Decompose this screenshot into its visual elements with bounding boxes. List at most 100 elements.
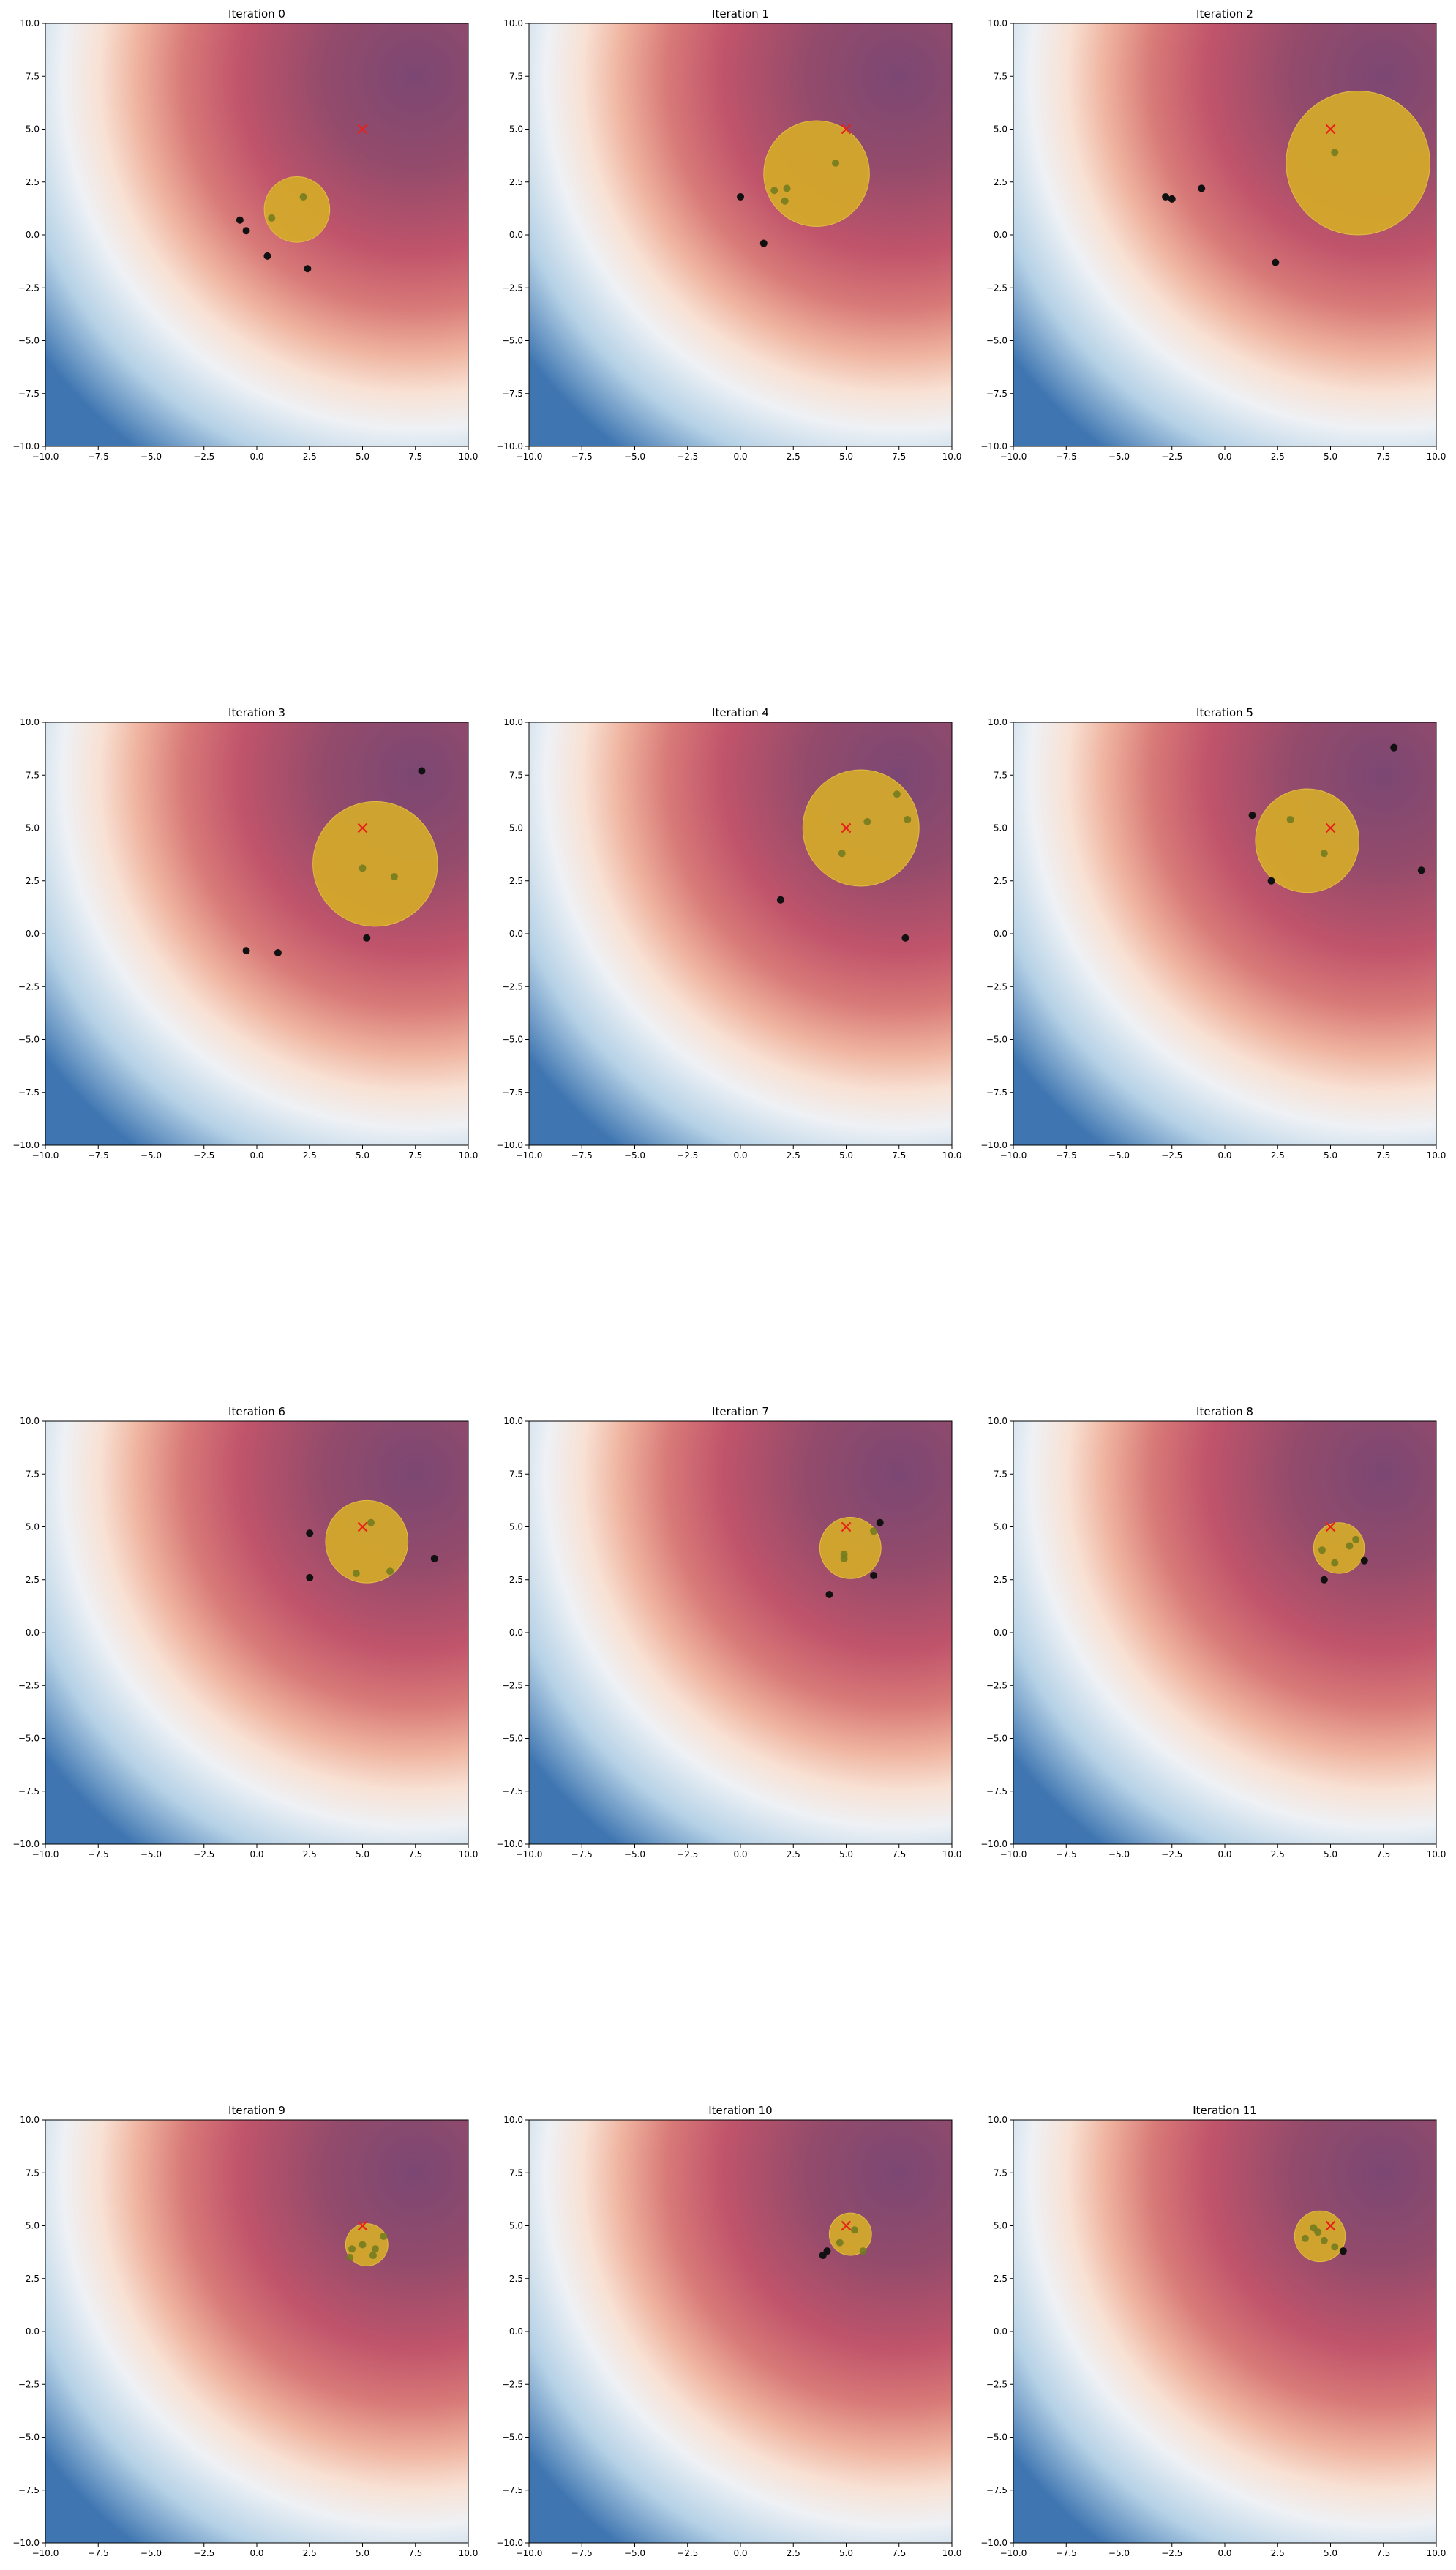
sample-point <box>306 1529 314 1537</box>
target-marker <box>357 823 368 833</box>
sample-point <box>430 1554 438 1562</box>
x-tick-label: 10.0 <box>459 1150 479 1161</box>
heatmap-background <box>529 23 952 446</box>
y-tick-label: 2.5 <box>26 177 40 187</box>
x-tick-label: −10.0 <box>516 1150 543 1161</box>
y-tick-label: −2.5 <box>18 2379 40 2389</box>
y-tick-label: 0.0 <box>509 2326 523 2337</box>
y-tick-label: 2.5 <box>509 177 523 187</box>
y-tick-label: 0.0 <box>26 230 40 240</box>
x-tick-label: 10.0 <box>942 1150 962 1161</box>
x-tick-label: −7.5 <box>88 1849 109 1859</box>
x-tick-label: −7.5 <box>88 2548 109 2558</box>
sample-point <box>306 1573 314 1581</box>
y-tick-label: 0.0 <box>26 1627 40 1638</box>
y-tick-label: 5.0 <box>509 2221 523 2231</box>
y-tick-label: 5.0 <box>26 823 40 833</box>
sample-point <box>863 817 871 825</box>
y-tick-label: 10.0 <box>503 717 523 727</box>
sample-point <box>893 790 901 798</box>
x-tick-label: 10.0 <box>942 2548 962 2558</box>
sample-point <box>1272 258 1280 266</box>
x-tick-label: −5.0 <box>1108 1150 1130 1161</box>
y-tick-label: 0.0 <box>509 230 523 240</box>
x-tick-label: −2.5 <box>1161 1849 1182 1859</box>
subplot-title: Iteration 2 <box>1196 7 1253 20</box>
x-tick-label: 2.5 <box>303 1150 317 1161</box>
y-tick-label: −10.0 <box>496 1839 523 1849</box>
y-tick-label: −5.0 <box>18 1035 40 1045</box>
x-tick-label: −10.0 <box>1000 452 1027 462</box>
subplot-3: −10.0 −7.5 −5.0 −2.5 0.0 2.5 5.0 7.5 10.0 −10.0 −7… <box>12 706 478 1161</box>
sample-point <box>369 2251 377 2259</box>
heatmap-background <box>45 1421 468 1844</box>
x-tick-label: −10.0 <box>516 2548 543 2558</box>
x-tick-label: −2.5 <box>1161 2548 1182 2558</box>
y-tick-label: 10.0 <box>20 1416 40 1426</box>
y-tick-label: −7.5 <box>986 389 1007 399</box>
x-tick-label: −7.5 <box>1056 452 1077 462</box>
sample-point <box>1286 815 1294 823</box>
y-tick-label: −10.0 <box>980 1140 1007 1150</box>
y-tick-label: −10.0 <box>980 2538 1007 2548</box>
sample-point <box>236 216 244 224</box>
sample-point <box>901 934 909 942</box>
sample-point <box>823 2247 831 2255</box>
x-tick-label: 10.0 <box>459 452 479 462</box>
x-tick-label: 0.0 <box>249 1150 263 1161</box>
y-tick-label: −10.0 <box>496 441 523 452</box>
y-tick-label: 0.0 <box>994 1627 1007 1638</box>
x-tick-label: −7.5 <box>88 452 109 462</box>
x-tick-label: 0.0 <box>249 2548 263 2558</box>
y-tick-label: −5.0 <box>502 1734 523 1744</box>
y-tick-label: 5.0 <box>509 124 523 135</box>
y-tick-label: 10.0 <box>503 1416 523 1426</box>
y-tick-label: 0.0 <box>994 929 1007 939</box>
subplot-title: Iteration 8 <box>1196 1405 1253 1418</box>
y-tick-label: −10.0 <box>980 1839 1007 1849</box>
y-tick-label: 2.5 <box>26 876 40 886</box>
x-tick-label: 5.0 <box>1324 2548 1337 2558</box>
x-tick-label: 7.5 <box>1376 1150 1390 1161</box>
x-tick-label: 7.5 <box>1376 2548 1390 2558</box>
subplot-1: −10.0 −7.5 −5.0 −2.5 0.0 2.5 5.0 7.5 10.0 −10.0 −7… <box>496 7 961 462</box>
subplot-0: −10.0 −7.5 −5.0 −2.5 0.0 2.5 5.0 7.5 10.0 −10.0 −7… <box>12 7 478 462</box>
subplot-7: −10.0 −7.5 −5.0 −2.5 0.0 2.5 5.0 7.5 10.0 −10.0 −7… <box>496 1405 961 1859</box>
x-tick-label: −7.5 <box>571 452 593 462</box>
sample-point <box>870 1571 878 1579</box>
x-tick-label: −5.0 <box>140 2548 162 2558</box>
sample-point <box>1331 1559 1339 1567</box>
target-marker <box>841 1521 852 1532</box>
heatmap-background <box>45 2120 468 2543</box>
sample-point <box>781 197 789 205</box>
y-tick-label: 0.0 <box>994 2326 1007 2337</box>
x-tick-label: 5.0 <box>1324 1849 1337 1859</box>
y-tick-label: −2.5 <box>18 981 40 992</box>
y-tick-label: −2.5 <box>986 1680 1007 1690</box>
subplot-2: −10.0 −7.5 −5.0 −2.5 0.0 2.5 5.0 7.5 10.0 −10.0 −7… <box>980 7 1446 462</box>
target-marker <box>1325 1521 1336 1532</box>
sample-point <box>832 159 840 167</box>
y-tick-label: 7.5 <box>509 71 523 81</box>
x-tick-label: −5.0 <box>140 1849 162 1859</box>
y-tick-label: 10.0 <box>988 2115 1007 2125</box>
x-tick-label: 7.5 <box>892 452 906 462</box>
x-tick-label: −5.0 <box>624 452 645 462</box>
y-tick-label: 7.5 <box>26 71 40 81</box>
y-tick-label: 7.5 <box>26 2168 40 2178</box>
x-tick-label: 5.0 <box>356 452 369 462</box>
y-tick-label: 2.5 <box>994 1575 1007 1585</box>
y-tick-label: 2.5 <box>994 177 1007 187</box>
sample-point <box>1339 2247 1347 2255</box>
y-tick-label: 7.5 <box>509 2168 523 2178</box>
trust-region-circle <box>1313 1522 1365 1574</box>
target-marker <box>841 823 852 833</box>
y-tick-label: −2.5 <box>18 282 40 293</box>
y-tick-label: 7.5 <box>994 71 1007 81</box>
x-tick-label: 2.5 <box>1271 2548 1285 2558</box>
sample-point <box>274 949 282 957</box>
x-tick-label: −5.0 <box>1108 2548 1130 2558</box>
y-tick-label: 7.5 <box>26 770 40 780</box>
y-tick-label: −5.0 <box>986 1035 1007 1045</box>
target-marker <box>1325 124 1336 135</box>
